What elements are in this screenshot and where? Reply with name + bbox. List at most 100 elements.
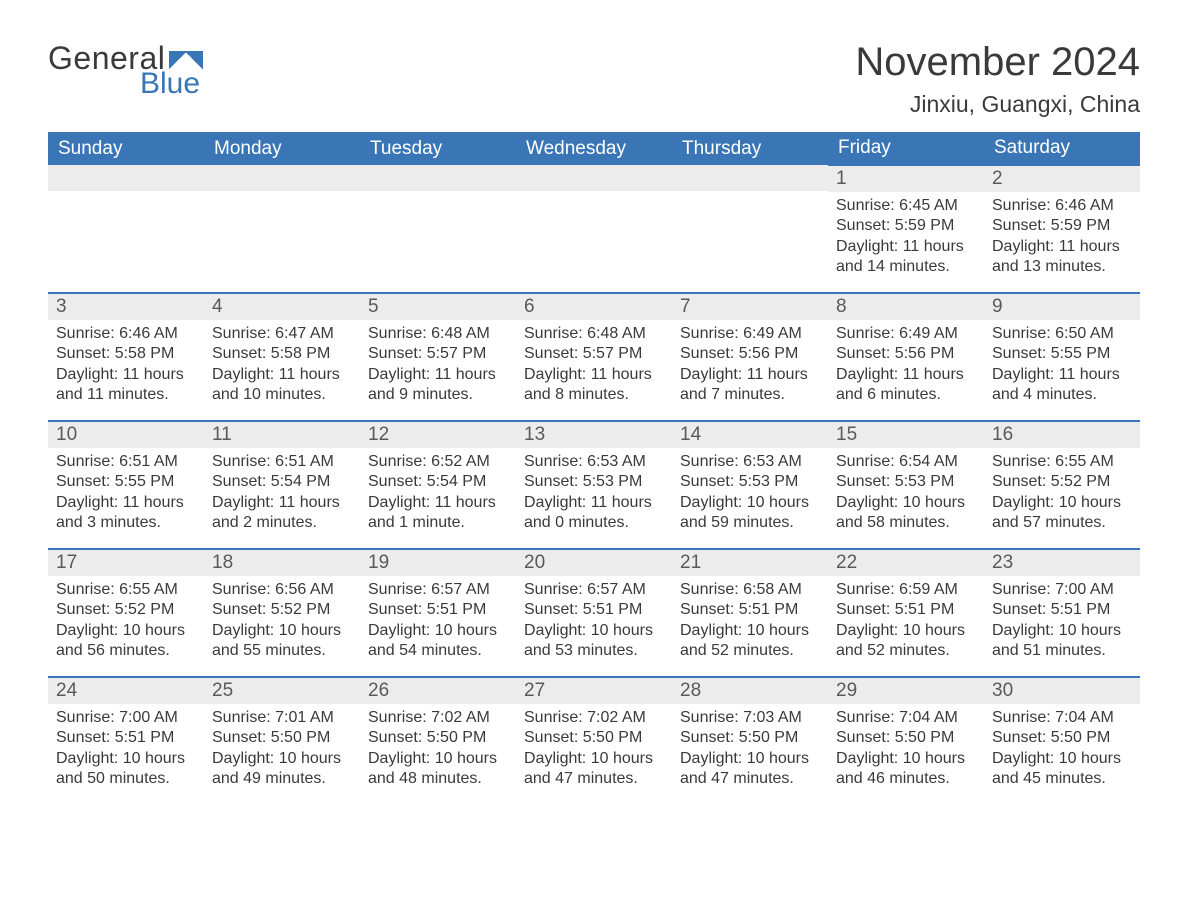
sunset-label: Sunset: (836, 729, 895, 746)
day-details: Sunrise: 6:55 AMSunset: 5:52 PMDaylight:… (984, 448, 1140, 540)
sunset-label: Sunset: (836, 601, 895, 618)
calendar-cell: 10Sunrise: 6:51 AMSunset: 5:55 PMDayligh… (48, 421, 204, 549)
sunrise-value: 6:49 AM (743, 325, 802, 342)
sunset-line: Sunset: 5:58 PM (56, 344, 196, 364)
day-number: 12 (360, 422, 516, 448)
sunrise-line: Sunrise: 6:51 AM (56, 452, 196, 472)
sunset-line: Sunset: 5:53 PM (680, 472, 820, 492)
sunset-value: 5:51 PM (427, 601, 487, 618)
sunset-label: Sunset: (56, 601, 115, 618)
page-header: General Blue November 2024 Jinxiu, Guang… (48, 40, 1140, 118)
sunset-value: 5:57 PM (583, 345, 643, 362)
daylight-line: Daylight: 11 hours and 13 minutes. (992, 237, 1132, 278)
sunrise-value: 6:54 AM (899, 453, 958, 470)
day-number: 7 (672, 294, 828, 320)
daylight-line: Daylight: 10 hours and 53 minutes. (524, 621, 664, 662)
sunset-label: Sunset: (212, 601, 271, 618)
daylight-line: Daylight: 10 hours and 56 minutes. (56, 621, 196, 662)
sunset-label: Sunset: (680, 729, 739, 746)
daylight-label: Daylight: (680, 366, 747, 383)
sunset-label: Sunset: (368, 601, 427, 618)
calendar-cell: 19Sunrise: 6:57 AMSunset: 5:51 PMDayligh… (360, 549, 516, 677)
daylight-label: Daylight: (368, 494, 435, 511)
weekday-header-row: SundayMondayTuesdayWednesdayThursdayFrid… (48, 132, 1140, 165)
day-details: Sunrise: 6:48 AMSunset: 5:57 PMDaylight:… (516, 320, 672, 412)
sunset-value: 5:54 PM (271, 473, 331, 490)
sunrise-label: Sunrise: (836, 453, 899, 470)
day-details: Sunrise: 7:02 AMSunset: 5:50 PMDaylight:… (516, 704, 672, 796)
day-number: 19 (360, 550, 516, 576)
sunrise-line: Sunrise: 6:58 AM (680, 580, 820, 600)
day-details: Sunrise: 7:00 AMSunset: 5:51 PMDaylight:… (984, 576, 1140, 668)
sunset-value: 5:54 PM (427, 473, 487, 490)
day-number: 30 (984, 678, 1140, 704)
sunrise-value: 7:02 AM (431, 709, 490, 726)
day-details: Sunrise: 6:52 AMSunset: 5:54 PMDaylight:… (360, 448, 516, 540)
calendar-cell: 17Sunrise: 6:55 AMSunset: 5:52 PMDayligh… (48, 549, 204, 677)
calendar-week-row: 10Sunrise: 6:51 AMSunset: 5:55 PMDayligh… (48, 421, 1140, 549)
sunset-value: 5:53 PM (583, 473, 643, 490)
sunrise-value: 6:57 AM (587, 581, 646, 598)
sunrise-line: Sunrise: 6:45 AM (836, 196, 976, 216)
calendar-week-row: 24Sunrise: 7:00 AMSunset: 5:51 PMDayligh… (48, 677, 1140, 805)
sunrise-label: Sunrise: (368, 325, 431, 342)
day-number: 17 (48, 550, 204, 576)
sunset-value: 5:52 PM (271, 601, 331, 618)
sunrise-value: 6:55 AM (119, 581, 178, 598)
calendar-cell: 13Sunrise: 6:53 AMSunset: 5:53 PMDayligh… (516, 421, 672, 549)
daylight-line: Daylight: 11 hours and 8 minutes. (524, 365, 664, 406)
sunrise-line: Sunrise: 6:48 AM (524, 324, 664, 344)
day-details: Sunrise: 7:04 AMSunset: 5:50 PMDaylight:… (984, 704, 1140, 796)
sunrise-line: Sunrise: 6:55 AM (992, 452, 1132, 472)
sunrise-value: 6:53 AM (743, 453, 802, 470)
sunrise-label: Sunrise: (368, 709, 431, 726)
sunset-value: 5:51 PM (115, 729, 175, 746)
day-number-blank (48, 165, 204, 191)
sunrise-line: Sunrise: 6:46 AM (56, 324, 196, 344)
day-number: 1 (828, 166, 984, 192)
sunset-line: Sunset: 5:54 PM (212, 472, 352, 492)
sunset-value: 5:50 PM (895, 729, 955, 746)
daylight-label: Daylight: (368, 622, 435, 639)
logo-text-blue: Blue (140, 67, 203, 101)
sunrise-line: Sunrise: 6:57 AM (524, 580, 664, 600)
sunset-value: 5:56 PM (739, 345, 799, 362)
daylight-label: Daylight: (368, 366, 435, 383)
sunrise-value: 6:46 AM (119, 325, 178, 342)
sunset-label: Sunset: (524, 729, 583, 746)
sunset-label: Sunset: (56, 729, 115, 746)
daylight-label: Daylight: (524, 750, 591, 767)
sunset-value: 5:55 PM (115, 473, 175, 490)
sunset-value: 5:57 PM (427, 345, 487, 362)
day-number: 20 (516, 550, 672, 576)
sunrise-label: Sunrise: (680, 453, 743, 470)
sunset-line: Sunset: 5:50 PM (836, 728, 976, 748)
sunrise-value: 6:46 AM (1055, 197, 1114, 214)
daylight-label: Daylight: (992, 366, 1059, 383)
day-details: Sunrise: 6:51 AMSunset: 5:54 PMDaylight:… (204, 448, 360, 540)
calendar-cell: 28Sunrise: 7:03 AMSunset: 5:50 PMDayligh… (672, 677, 828, 805)
daylight-label: Daylight: (56, 366, 123, 383)
daylight-line: Daylight: 10 hours and 58 minutes. (836, 493, 976, 534)
day-details: Sunrise: 6:49 AMSunset: 5:56 PMDaylight:… (828, 320, 984, 412)
daylight-line: Daylight: 10 hours and 47 minutes. (680, 749, 820, 790)
day-number: 15 (828, 422, 984, 448)
sunrise-value: 7:03 AM (743, 709, 802, 726)
sunset-value: 5:59 PM (1051, 217, 1111, 234)
sunrise-label: Sunrise: (524, 581, 587, 598)
day-number: 25 (204, 678, 360, 704)
calendar-cell: 7Sunrise: 6:49 AMSunset: 5:56 PMDaylight… (672, 293, 828, 421)
daylight-line: Daylight: 11 hours and 11 minutes. (56, 365, 196, 406)
day-number: 11 (204, 422, 360, 448)
sunset-label: Sunset: (524, 473, 583, 490)
daylight-label: Daylight: (836, 622, 903, 639)
daylight-line: Daylight: 11 hours and 14 minutes. (836, 237, 976, 278)
sunrise-value: 6:48 AM (431, 325, 490, 342)
sunset-line: Sunset: 5:51 PM (524, 600, 664, 620)
sunrise-label: Sunrise: (524, 325, 587, 342)
sunset-label: Sunset: (992, 345, 1051, 362)
weekday-header: Monday (204, 132, 360, 165)
calendar-cell: 29Sunrise: 7:04 AMSunset: 5:50 PMDayligh… (828, 677, 984, 805)
sunrise-value: 6:45 AM (899, 197, 958, 214)
sunrise-label: Sunrise: (56, 581, 119, 598)
